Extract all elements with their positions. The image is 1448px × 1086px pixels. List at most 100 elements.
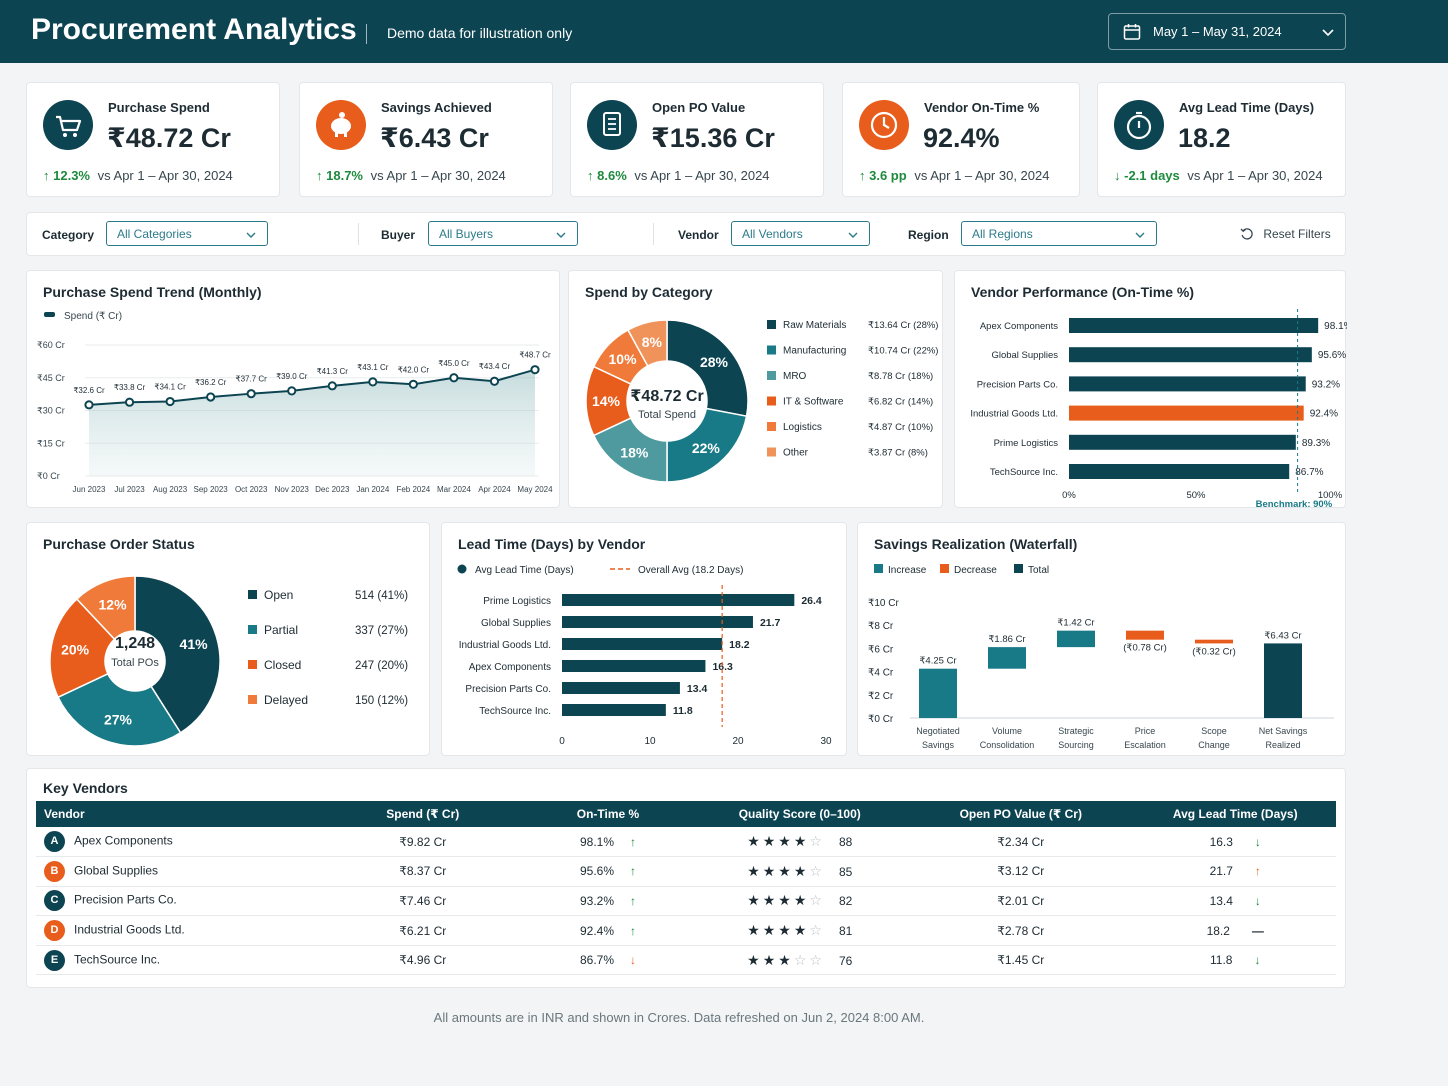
slice-label: 28% (700, 354, 729, 370)
y-tick-label: ₹10 Cr (868, 598, 899, 609)
x-tick-label: Savings (922, 740, 955, 750)
x-tick-label: Oct 2023 (235, 485, 268, 494)
savings-waterfall-card: Savings Realization (Waterfall) Increase… (857, 522, 1346, 756)
data-label: ₹37.7 Cr (236, 375, 268, 384)
savings-waterfall-chart: Increase Decrease Total ₹0 Cr ₹2 Cr ₹4 Cr ₹6 C… (868, 564, 1334, 750)
region-filter-select[interactable]: All Regions (961, 221, 1157, 246)
kpi-card: Vendor On-Time % 92.4% ↑ 3.6 pp vs Apr 1… (842, 82, 1080, 197)
kpi-value: 92.4% (923, 123, 1000, 153)
data-label: ₹42.0 Cr (398, 365, 430, 374)
table-row[interactable]: D Industrial Goods Ltd. ₹6.21 Cr 92.4% ↑ ★… (36, 915, 1336, 946)
open-po-cell: ₹2.34 Cr (907, 827, 1135, 858)
legend-label: Manufacturing (783, 346, 846, 357)
bar (1057, 630, 1095, 648)
star-rating: ★★★★☆ (747, 833, 825, 850)
data-point (287, 386, 297, 396)
bar (562, 704, 666, 716)
vendor-performance-chart: Apex Components 98.1% Global Supplies 95.6%… (970, 309, 1347, 509)
lead-time-value: 13.4 (1209, 893, 1233, 908)
vendor-name[interactable]: Precision Parts Co. (74, 893, 177, 908)
area-fill (89, 369, 535, 476)
legend-swatch (767, 345, 776, 355)
vendor-cell: B Global Supplies (36, 856, 322, 887)
lead-time-card: Lead Time (Days) by Vendor Avg Lead Time… (441, 522, 847, 756)
legend-label: Partial (264, 623, 298, 637)
open-po-cell: ₹3.12 Cr (907, 856, 1135, 887)
category-filter-value: All Categories (117, 227, 192, 241)
y-category-label: Apex Components (980, 321, 1058, 332)
column-header[interactable]: On-Time % (523, 801, 693, 827)
arrow-up-icon: ↑ (630, 834, 637, 849)
column-header[interactable]: Open PO Value (₹ Cr) (907, 801, 1135, 827)
arrow-up-icon: ↑ (630, 923, 637, 938)
date-range-picker[interactable]: May 1 – May 31, 2024 (1108, 13, 1346, 50)
bar-value-label: 13.4 (687, 683, 708, 695)
legend-label: Logistics (783, 422, 822, 433)
quality-cell: ★★★☆☆ 76 (692, 945, 907, 976)
data-point (246, 389, 256, 399)
vendor-performance-card: Vendor Performance (On-Time %) Apex Comp… (954, 270, 1347, 509)
donut-slice (75, 575, 136, 641)
x-tick-label: 0% (1062, 490, 1076, 501)
y-category-label: Global Supplies (481, 618, 551, 629)
legend-value: 150 (12%) (355, 695, 408, 707)
vendor-name[interactable]: Apex Components (74, 833, 173, 848)
lead-time-cell: 16.3 ↓ (1134, 827, 1336, 858)
key-vendors-title: Key Vendors (43, 780, 128, 796)
bar-value-label: ₹6.43 Cr (1264, 630, 1301, 641)
filter-bar: Category All Categories Buyer All Buyers… (26, 212, 1346, 256)
table-row[interactable]: E TechSource Inc. ₹4.96 Cr 86.7% ↓ ★★★☆☆ 76… (36, 945, 1336, 976)
arrow-up-icon: ↑ (587, 168, 594, 183)
slice-label: 27% (104, 712, 133, 728)
quality-score: 82 (838, 894, 853, 909)
open-po-cell: ₹1.45 Cr (907, 945, 1135, 976)
legend-swatch (44, 312, 55, 317)
data-point (449, 373, 459, 383)
x-tick-label: 100% (1318, 490, 1343, 501)
y-category-label: Apex Components (469, 662, 551, 673)
ontime-value: 93.2% (579, 893, 615, 908)
document-icon (587, 100, 637, 150)
vendor-name[interactable]: Industrial Goods Ltd. (74, 922, 185, 937)
x-tick-label: Dec 2023 (315, 485, 350, 494)
table-row[interactable]: B Global Supplies ₹8.37 Cr 95.6% ↑ ★★★★☆ 85… (36, 856, 1336, 887)
bar-value-label: 16.3 (712, 661, 733, 673)
column-header[interactable]: Spend (₹ Cr) (322, 801, 524, 827)
table-row[interactable]: C Precision Parts Co. ₹7.46 Cr 93.2% ↑ ★★★… (36, 886, 1336, 917)
filter-divider (358, 223, 359, 245)
bar-value-label: 21.7 (760, 617, 781, 629)
footer-note: All amounts are in INR and shown in Cror… (433, 1010, 925, 1025)
x-tick-label: Feb 2024 (396, 485, 430, 494)
x-tick-label: Consolidation (980, 740, 1035, 750)
lead-time-value: 18.2 (1206, 923, 1230, 938)
x-tick-label: Sourcing (1058, 740, 1094, 750)
x-tick-label: 50% (1186, 490, 1206, 501)
column-header[interactable]: Vendor (36, 801, 322, 827)
data-label: ₹41.3 Cr (317, 367, 349, 376)
category-filter-select[interactable]: All Categories (106, 221, 268, 246)
x-tick-label: Jul 2023 (114, 485, 145, 494)
donut-slice (626, 319, 668, 367)
data-label: ₹39.0 Cr (276, 372, 308, 381)
bar-value-label: 92.4% (1310, 409, 1338, 420)
legend-value: ₹4.87 Cr (10%) (868, 422, 933, 433)
bar (1069, 318, 1319, 333)
x-tick-label: Jun 2023 (73, 485, 106, 494)
kpi-value: ₹48.72 Cr (107, 123, 231, 153)
vendor-avatar: E (44, 949, 65, 971)
lead-time-title: Lead Time (Days) by Vendor (458, 536, 646, 552)
data-point (530, 365, 540, 375)
reset-icon (1240, 228, 1253, 240)
legend-label: Delayed (264, 693, 308, 707)
table-row[interactable]: A Apex Components ₹9.82 Cr 98.1% ↑ ★★★★☆ 88… (36, 827, 1336, 858)
x-tick-label: Escalation (1124, 740, 1166, 750)
vendor-filter-select[interactable]: All Vendors (731, 221, 870, 246)
column-header[interactable]: Quality Score (0–100) (692, 801, 907, 827)
reset-filters-button[interactable]: Reset Filters (1240, 227, 1331, 241)
region-filter-label: Region (908, 228, 949, 242)
buyer-filter-select[interactable]: All Buyers (428, 221, 578, 246)
kpi-label: Avg Lead Time (Days) (1179, 100, 1315, 115)
vendor-name[interactable]: Global Supplies (74, 863, 159, 878)
column-header[interactable]: Avg Lead Time (Days) (1134, 801, 1336, 827)
vendor-name[interactable]: TechSource Inc. (74, 952, 161, 967)
